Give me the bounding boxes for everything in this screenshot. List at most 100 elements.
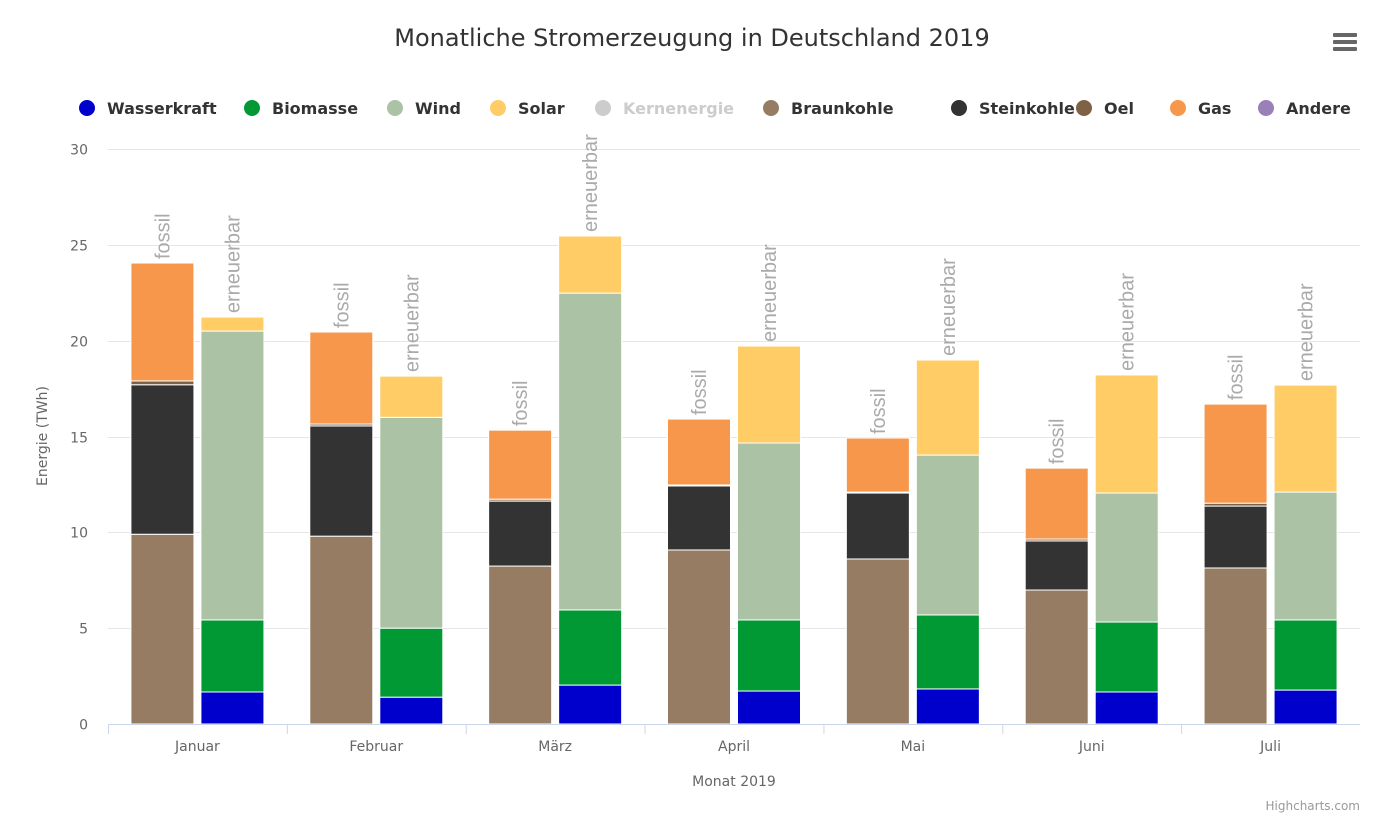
stack-label-erneuerbar: erneuerbar <box>759 244 781 342</box>
bar-segment-solar-juli[interactable] <box>1273 384 1338 493</box>
gridlines <box>108 149 1360 629</box>
bar-segment-gas-juni[interactable] <box>1024 467 1089 540</box>
bar-segment-solar-april[interactable] <box>737 345 801 444</box>
bar-segment-biomasse-april[interactable] <box>737 619 801 692</box>
stack-label-fossil: fossil <box>331 282 353 328</box>
bar-segment-braunkohle-märz[interactable] <box>488 565 553 725</box>
stack-label-erneuerbar: erneuerbar <box>580 134 602 232</box>
bar-segment-wind-märz[interactable] <box>558 292 623 611</box>
hamburger-menu-icon[interactable] <box>1325 28 1365 60</box>
credits-link[interactable]: Highcharts.com <box>1266 799 1360 813</box>
bar-segment-steinkohle-märz[interactable] <box>488 500 553 567</box>
legend-item-wind[interactable]: Wind <box>387 99 461 118</box>
y-axis-ticks: 0 5 10 15 20 25 30 <box>70 143 88 734</box>
bar-segment-solar-februar[interactable] <box>379 375 444 418</box>
legend-label: Solar <box>518 99 565 118</box>
stack-label-fossil: fossil <box>1226 355 1248 401</box>
bar-segment-braunkohle-juli[interactable] <box>1203 567 1268 725</box>
bar-segment-solar-juni[interactable] <box>1094 374 1159 494</box>
y-tick-label: 10 <box>70 526 88 542</box>
bar-segment-wind-april[interactable] <box>737 442 801 621</box>
bar-segment-braunkohle-januar[interactable] <box>130 533 195 725</box>
legend-label: Biomasse <box>272 99 358 118</box>
bar-segment-biomasse-mai[interactable] <box>915 614 980 690</box>
bar-segment-oel-januar[interactable] <box>130 380 195 386</box>
bar-segment-steinkohle-januar[interactable] <box>130 384 195 535</box>
x-axis-ticks: Januar Februar März April Mai Juni Juli <box>108 724 1281 755</box>
stack-label-erneuerbar: erneuerbar <box>1117 273 1139 371</box>
legend-item-biomasse[interactable]: Biomasse <box>244 99 358 118</box>
bar-segment-wind-februar[interactable] <box>379 416 444 629</box>
stack-label-fossil: fossil <box>510 381 532 427</box>
stack-label-erneuerbar: erneuerbar <box>1296 283 1318 381</box>
x-axis-title: Monat 2019 <box>692 774 776 790</box>
bar-segment-wasserkraft-mai[interactable] <box>915 688 980 725</box>
bar-segment-wind-juni[interactable] <box>1094 492 1159 623</box>
bar-segment-biomasse-märz[interactable] <box>558 609 623 686</box>
stack-label-fossil: fossil <box>152 213 174 259</box>
legend-item-gas[interactable]: Gas <box>1170 99 1231 118</box>
stack-labels: fossil erneuerbar fossil erneuerbar fossil er… <box>152 134 1317 464</box>
bar-segment-gas-april[interactable] <box>667 418 731 486</box>
legend-symbol-icon <box>951 100 967 116</box>
bar-segment-solar-mai[interactable] <box>915 359 980 456</box>
bar-segment-wasserkraft-januar[interactable] <box>200 691 265 725</box>
legend-symbol-icon <box>763 100 779 116</box>
bar-segment-biomasse-februar[interactable] <box>379 627 444 698</box>
bar-segment-gas-juli[interactable] <box>1203 403 1268 504</box>
bar-segment-biomasse-juni[interactable] <box>1094 621 1159 693</box>
legend-item-braunkohle[interactable]: Braunkohle <box>763 99 894 118</box>
bar-segment-steinkohle-juli[interactable] <box>1203 505 1268 569</box>
legend-item-steinkohle[interactable]: Steinkohle <box>951 99 1075 118</box>
y-tick-label: 25 <box>70 239 88 255</box>
bar-segment-steinkohle-februar[interactable] <box>309 425 374 537</box>
bars <box>130 235 1338 725</box>
legend-label: Kernenergie <box>623 99 734 118</box>
legend-label: Braunkohle <box>791 99 894 118</box>
bar-segment-braunkohle-februar[interactable] <box>309 535 374 725</box>
bar-segment-wasserkraft-juni[interactable] <box>1094 691 1159 725</box>
bar-segment-biomasse-januar[interactable] <box>200 619 265 693</box>
bar-segment-steinkohle-april[interactable] <box>667 485 731 551</box>
legend-symbol-icon <box>1258 100 1274 116</box>
stack-label-fossil: fossil <box>868 388 890 434</box>
legend-symbol-icon <box>387 100 403 116</box>
y-tick-label: 20 <box>70 335 88 351</box>
bar-segment-steinkohle-mai[interactable] <box>845 492 910 560</box>
bar-segment-wasserkraft-februar[interactable] <box>379 696 444 725</box>
bar-segment-wasserkraft-juli[interactable] <box>1273 689 1338 725</box>
bar-segment-wind-januar[interactable] <box>200 330 265 621</box>
x-tick-label: Mai <box>901 739 926 755</box>
bar-segment-steinkohle-juni[interactable] <box>1024 540 1089 591</box>
chart-title: Monatliche Stromerzeugung in Deutschland… <box>394 24 989 52</box>
legend: Wasserkraft Biomasse Wind Solar Kernenergie B… <box>79 99 1351 118</box>
bar-segment-braunkohle-april[interactable] <box>667 549 731 725</box>
bar-segment-biomasse-juli[interactable] <box>1273 619 1338 691</box>
stack-label-fossil: fossil <box>689 369 711 415</box>
legend-symbol-icon <box>1170 100 1186 116</box>
legend-symbol-icon <box>490 100 506 116</box>
bar-segment-wasserkraft-märz[interactable] <box>558 684 623 725</box>
bar-segment-wasserkraft-april[interactable] <box>737 690 801 725</box>
bar-segment-gas-märz[interactable] <box>488 429 553 500</box>
legend-label: Andere <box>1286 99 1351 118</box>
legend-label: Steinkohle <box>979 99 1075 118</box>
legend-label: Oel <box>1104 99 1134 118</box>
bar-segment-wind-mai[interactable] <box>915 454 980 616</box>
x-tick-label: Februar <box>349 739 403 755</box>
bar-segment-solar-märz[interactable] <box>558 235 623 294</box>
legend-item-wasserkraft[interactable]: Wasserkraft <box>79 99 217 118</box>
legend-item-solar[interactable]: Solar <box>490 99 565 118</box>
bar-segment-wind-juli[interactable] <box>1273 491 1338 621</box>
bar-segment-gas-februar[interactable] <box>309 331 374 425</box>
legend-item-kernenergie[interactable]: Kernenergie <box>595 99 734 118</box>
legend-item-andere[interactable]: Andere <box>1258 99 1351 118</box>
bar-segment-braunkohle-juni[interactable] <box>1024 589 1089 725</box>
y-tick-label: 0 <box>79 718 88 734</box>
bar-segment-gas-januar[interactable] <box>130 262 195 382</box>
legend-item-oel[interactable]: Oel <box>1076 99 1134 118</box>
bar-segment-solar-januar[interactable] <box>200 316 265 332</box>
bar-segment-gas-mai[interactable] <box>845 437 910 493</box>
bar-segment-braunkohle-mai[interactable] <box>845 558 910 725</box>
